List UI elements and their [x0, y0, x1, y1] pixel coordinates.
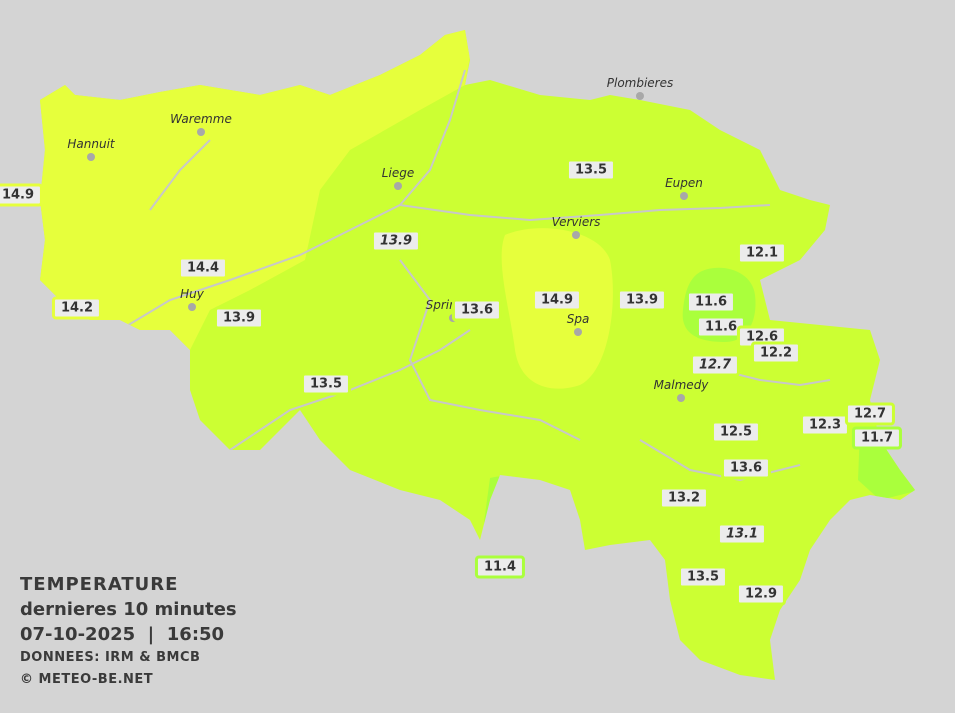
town-marker [636, 92, 644, 100]
temperature-reading[interactable]: 14.9 [531, 288, 583, 312]
map-legend: TEMPERATURE dernieres 10 minutes 07-10-2… [20, 572, 237, 691]
town-label: Plombieres [606, 76, 674, 90]
temperature-reading[interactable]: 14.9 [0, 183, 44, 207]
town-marker [394, 182, 402, 190]
town-marker [574, 328, 582, 336]
town-label: Spa [566, 312, 590, 326]
legend-source: DONNEES: IRM & BMCB [20, 650, 201, 665]
temperature-reading[interactable]: 12.7 [844, 402, 896, 426]
town-label: Huy [180, 287, 204, 301]
temperature-reading[interactable]: 11.4 [474, 555, 526, 579]
temperature-reading[interactable]: 13.9 [213, 306, 265, 330]
temperature-reading[interactable]: 14.2 [51, 296, 103, 320]
town-marker [680, 192, 688, 200]
temperature-reading[interactable]: 11.7 [851, 426, 903, 450]
temperature-reading[interactable]: 11.6 [685, 290, 737, 314]
town-label: Eupen [665, 176, 703, 190]
temperature-reading[interactable]: 12.3 [799, 413, 851, 437]
temperature-reading[interactable]: 14.4 [177, 256, 229, 280]
town-marker [87, 153, 95, 161]
temperature-reading[interactable]: 13.9 [370, 229, 422, 253]
town-label: Malmedy [653, 378, 709, 392]
temperature-reading[interactable]: 13.2 [658, 486, 710, 510]
temperature-reading[interactable]: 13.5 [677, 565, 729, 589]
temperature-reading[interactable]: 13.6 [451, 298, 503, 322]
temperature-reading[interactable]: 12.5 [710, 420, 762, 444]
legend-copyright: © METEO-BE.NET [20, 672, 154, 687]
legend-title: TEMPERATURE [20, 574, 179, 595]
temperature-reading[interactable]: 12.2 [750, 341, 802, 365]
temperature-reading[interactable]: 12.7 [689, 353, 741, 377]
town-marker [197, 128, 205, 136]
town-label: Hannuit [67, 137, 115, 151]
town-marker [572, 231, 580, 239]
temperature-reading[interactable]: 12.1 [736, 241, 788, 265]
temperature-reading[interactable]: 13.6 [720, 456, 772, 480]
temperature-reading[interactable]: 12.9 [735, 582, 787, 606]
town-marker [677, 394, 685, 402]
legend-subtitle: dernieres 10 minutes [20, 599, 237, 620]
town-label: Waremme [170, 112, 232, 126]
temperature-reading[interactable]: 13.5 [300, 372, 352, 396]
town-label: Verviers [551, 215, 601, 229]
temperature-reading[interactable]: 13.9 [616, 288, 668, 312]
temperature-reading[interactable]: 13.5 [565, 158, 617, 182]
temperature-reading[interactable]: 13.1 [716, 522, 768, 546]
legend-datetime: 07-10-2025 | 16:50 [20, 624, 225, 645]
town-label: Liege [381, 166, 415, 180]
town-marker [188, 303, 196, 311]
